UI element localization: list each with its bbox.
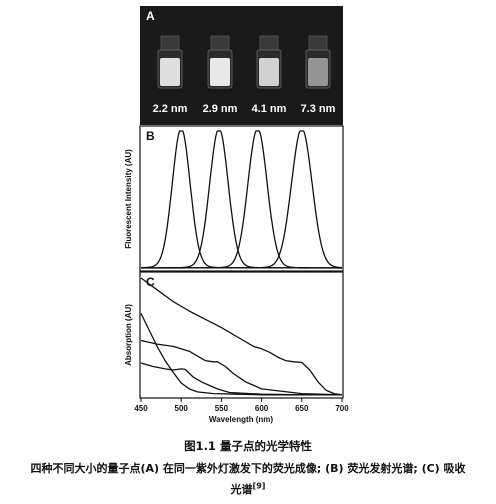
panel-c-frame	[139, 271, 344, 399]
panel-b-frame	[139, 125, 344, 272]
vial-glow	[160, 58, 180, 86]
vial-cap	[210, 35, 230, 51]
vial-cap	[259, 35, 279, 51]
caption-reference: [9]	[252, 481, 266, 491]
x-tick-label: 700	[335, 404, 349, 413]
vial-cap	[308, 35, 328, 51]
vial	[256, 35, 282, 89]
vial-glow	[259, 58, 279, 86]
caption-line-2-text: 光谱	[230, 483, 253, 496]
figure-caption-line-2: 光谱[9]	[0, 481, 496, 497]
vial-cap	[160, 35, 180, 51]
vial	[157, 35, 183, 89]
x-tick-label: 650	[295, 404, 309, 413]
vial	[305, 35, 331, 89]
figure-caption-title: 图1.1 量子点的光学特性	[184, 439, 312, 453]
vial-glow	[308, 58, 328, 86]
absorption-curve	[140, 277, 343, 396]
figure: A 2.2 nm 2.9 nm 4.1 nm 7.3 nm B Fluorescent…	[124, 6, 349, 424]
panel-a-photo: A 2.2 nm 2.9 nm 4.1 nm 7.3 nm	[140, 6, 343, 125]
absorption-curve	[140, 362, 342, 396]
x-tick-label: 550	[215, 404, 229, 413]
particle-size-label: 7.3 nm	[301, 103, 336, 115]
panel-c-chart: C Absorption (AU) 450 500 550 600 650 700 Wav…	[124, 271, 349, 424]
panel-a-letter: A	[146, 9, 155, 23]
x-tick-label: 600	[255, 404, 269, 413]
panel-b-chart: B Fluorescent Intensity (AU)	[124, 125, 344, 272]
panel-c-letter: C	[146, 275, 155, 289]
panel-b-letter: B	[146, 129, 155, 143]
absorption-curve	[140, 339, 343, 396]
x-tick-label: 500	[175, 404, 189, 413]
particle-size-label: 2.2 nm	[153, 103, 188, 115]
figure-caption-line-1: 四种不同大小的量子点(A) 在同一紫外灯激发下的荧光成像; (B) 荧光发射光谱…	[30, 462, 466, 475]
emission-curve	[141, 130, 343, 269]
particle-size-label: 2.9 nm	[203, 103, 238, 115]
particle-size-label: 4.1 nm	[252, 103, 287, 115]
x-tick-label: 450	[134, 404, 148, 413]
panel-c-y-axis-title: Absorption (AU)	[124, 304, 133, 366]
vial-glow	[210, 58, 230, 86]
vial	[207, 35, 233, 89]
x-axis-title: Wavelength (nm)	[209, 415, 273, 424]
panel-b-y-axis-title: Fluorescent Intensity (AU)	[124, 149, 133, 249]
